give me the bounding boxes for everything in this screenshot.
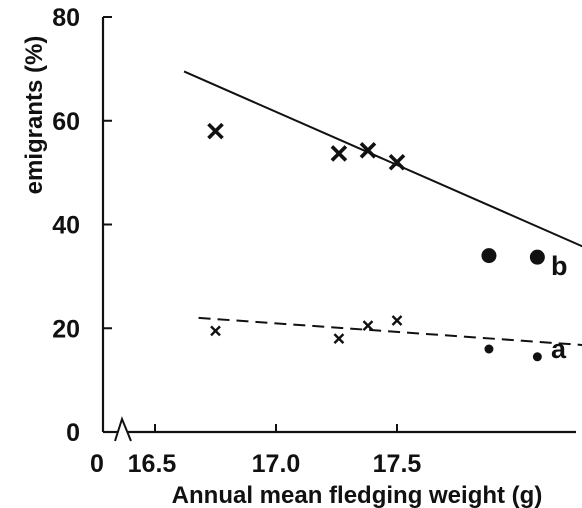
x-axis-break bbox=[114, 416, 132, 442]
cross-stroke bbox=[359, 142, 377, 159]
x-tick-label: 17.5 bbox=[373, 450, 422, 478]
labels: Annual mean fledging weight (g) emigrants… bbox=[21, 36, 568, 508]
cross-stroke bbox=[388, 153, 406, 171]
data-point-b bbox=[359, 142, 377, 159]
marks bbox=[183, 70, 582, 362]
data-point-a bbox=[210, 325, 221, 337]
x-tick-label: 17.0 bbox=[252, 450, 301, 478]
data-point-a bbox=[362, 320, 374, 332]
cross-stroke bbox=[330, 145, 348, 162]
data-point-b bbox=[207, 122, 224, 140]
data-point-a bbox=[391, 315, 403, 326]
data-point-b bbox=[481, 248, 497, 264]
data-point-a bbox=[532, 352, 542, 362]
series-label-b: b bbox=[551, 251, 568, 281]
fit-line-b bbox=[183, 70, 582, 248]
y-tick-label: 0 bbox=[66, 419, 80, 447]
y-axis-title: emigrants (%) bbox=[21, 36, 48, 195]
data-point-b bbox=[388, 153, 406, 171]
y-tick-label: 20 bbox=[52, 315, 80, 343]
cross-stroke bbox=[333, 333, 345, 344]
data-point-b bbox=[330, 145, 348, 162]
cross-stroke bbox=[210, 325, 221, 337]
data-point-b bbox=[529, 249, 545, 265]
fit-line-a bbox=[198, 316, 582, 346]
series-label-a: a bbox=[551, 334, 567, 364]
data-point-a bbox=[484, 344, 494, 354]
x-axis-title: Annual mean fledging weight (g) bbox=[172, 482, 543, 508]
cross-stroke bbox=[207, 122, 224, 140]
y-tick-label: 60 bbox=[52, 108, 80, 136]
cross-stroke bbox=[391, 315, 403, 326]
cross-stroke bbox=[362, 320, 374, 332]
x-tick-label: 16.5 bbox=[128, 450, 177, 478]
x-tick-label: 0 bbox=[90, 450, 104, 478]
y-tick-label: 80 bbox=[52, 4, 80, 32]
y-tick-label: 40 bbox=[52, 212, 80, 240]
data-point-a bbox=[333, 333, 345, 344]
